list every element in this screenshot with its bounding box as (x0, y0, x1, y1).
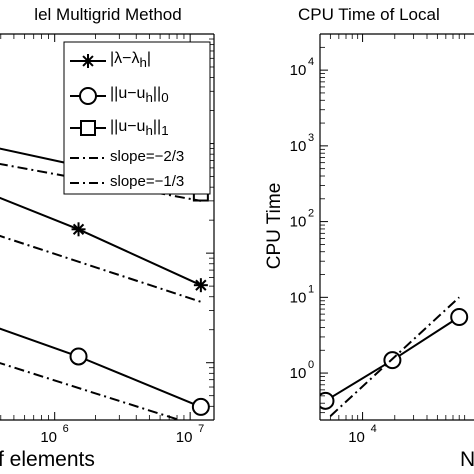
right-ytick-label-2: 10 (290, 214, 307, 231)
legend-entry-slope-13: slope=−1/3 (110, 173, 185, 190)
left-series-4-point-2 (191, 397, 210, 416)
left-chart-title: lel Multigrid Method (34, 5, 181, 24)
left-xtick-exp-0: 6 (63, 423, 69, 435)
right-ytick-label-0: 10 (290, 365, 307, 382)
left-series-line-3 (0, 234, 202, 303)
legend-label-3: slope=−2/3 (110, 148, 185, 165)
left-x-ticks: 10 6 10 7 (0, 33, 214, 446)
left-xtick-label-0: 10 (40, 429, 57, 446)
left-chart: lel Multigrid Method 10 6 10 7 f elements |… (0, 5, 215, 471)
right-ytick-exp-2: 2 (308, 208, 314, 220)
legend-marker-1 (79, 87, 97, 105)
right-xtick-exp-0: 4 (371, 423, 377, 435)
left-series-line-5 (0, 362, 183, 420)
right-ticks: 10 410 010 110 210 310 4 (290, 33, 466, 446)
left-series-line-1 (0, 162, 202, 202)
legend-label-4: slope=−1/3 (110, 173, 185, 190)
right-series-line-1 (329, 296, 460, 417)
legend-entry-l2: ||u−uh||0 (110, 85, 169, 106)
legend-entry-slope-23: slope=−2/3 (110, 148, 185, 165)
right-ytick-exp-4: 4 (308, 56, 314, 68)
left-series-2-point-1 (71, 222, 86, 237)
left-xtick-label-1: 10 (176, 429, 193, 446)
right-xtick-label-0: 10 (348, 429, 365, 446)
left-plot-area (0, 147, 210, 420)
right-ytick-exp-3: 3 (308, 132, 314, 144)
left-series-4-point-1 (69, 347, 88, 366)
right-series-0-point-2 (450, 307, 469, 326)
right-chart: CPU Time of Local 10 410 010 110 210 310 4 CPU… (264, 5, 474, 471)
legend-label-2: ||u−uh||1 (110, 118, 169, 139)
right-ytick-label-4: 10 (290, 62, 307, 79)
left-x-axis-label: f elements (0, 448, 95, 471)
left-xtick-exp-1: 7 (198, 423, 204, 435)
legend-marker-2 (80, 120, 96, 136)
right-ytick-label-3: 10 (290, 138, 307, 155)
right-ytick-exp-0: 0 (308, 359, 314, 371)
right-chart-title: CPU Time of Local (298, 5, 440, 24)
right-series-0-point-0 (320, 391, 335, 410)
right-ytick-exp-1: 1 (308, 283, 314, 295)
legend-marker-0 (81, 54, 95, 68)
legend-entry-h1: ||u−uh||1 (110, 118, 169, 139)
legend-entry-lambda: |λ−λh| (110, 50, 152, 71)
right-ytick-label-1: 10 (290, 289, 307, 306)
left-series-line-4 (0, 327, 202, 408)
legend-label-0: |λ−λh| (110, 50, 152, 71)
legend-label-1: ||u−uh||0 (110, 85, 169, 106)
left-series-2-point-2 (193, 278, 208, 293)
right-x-axis-label: N (460, 448, 474, 471)
left-legend: |λ−λh| ||u−uh||0 ||u−uh||1 slope=−2/3 sl… (63, 41, 211, 195)
right-y-axis-label: CPU Time (264, 183, 285, 270)
legend-samples (70, 54, 106, 184)
right-plot-area (320, 296, 469, 417)
